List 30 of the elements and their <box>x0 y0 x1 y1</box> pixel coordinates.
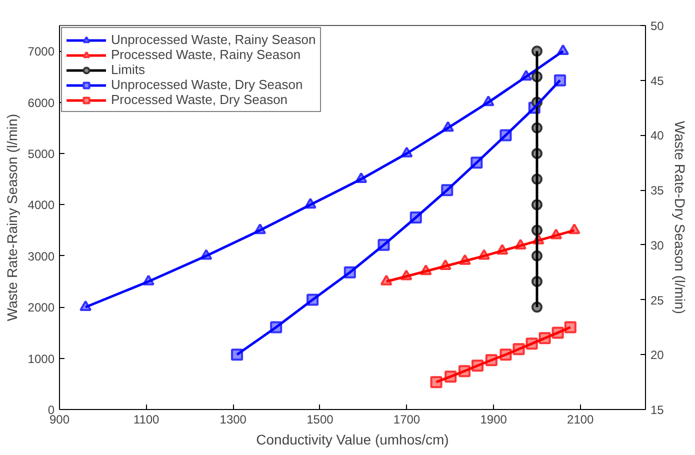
y2-tick-label: 35 <box>650 184 664 198</box>
y2-axis-title: Waste Rate-Dry Season (l/min) <box>672 120 688 314</box>
x-axis-title: Conductivity Value (umhos/cm) <box>256 432 449 448</box>
y2-tick-label: 15 <box>650 403 664 417</box>
legend-label: Processed Waste, Rainy Season <box>111 47 301 62</box>
x-tick-label: 1300 <box>220 412 247 426</box>
x-tick-label: 900 <box>49 412 70 426</box>
y2-tick-label: 20 <box>650 348 664 362</box>
y-tick-label: 7000 <box>28 44 55 59</box>
x-tick-label: 1100 <box>133 412 160 426</box>
y-tick-label: 2000 <box>28 300 55 315</box>
legend-label: Unprocessed Waste, Rainy Season <box>111 32 316 47</box>
legend-label: Limits <box>111 62 145 77</box>
y2-tick-label: 50 <box>650 19 664 33</box>
legend-label: Processed Waste, Dry Season <box>111 92 288 107</box>
x-tick-label: 2100 <box>567 412 594 426</box>
y2-tick-label: 25 <box>650 293 664 308</box>
y-tick-label: 4000 <box>28 198 55 212</box>
y-tick-label: 3000 <box>28 249 55 264</box>
y-tick-label: 6000 <box>28 96 55 110</box>
y2-tick-label: 45 <box>650 74 664 88</box>
y-tick-label: 5000 <box>28 147 55 161</box>
y-axis-title: Waste Rate-Rainy Season (l/min) <box>4 114 20 322</box>
y2-tick-label: 40 <box>650 128 664 143</box>
x-tick-label: 1500 <box>306 412 334 426</box>
x-tick-label: 1700 <box>393 412 420 426</box>
legend-label: Unprocessed Waste, Dry Season <box>111 77 303 92</box>
x-tick-label: 1900 <box>480 412 508 426</box>
y2-tick-label: 30 <box>650 238 664 252</box>
y-tick-label: 1000 <box>28 352 55 366</box>
